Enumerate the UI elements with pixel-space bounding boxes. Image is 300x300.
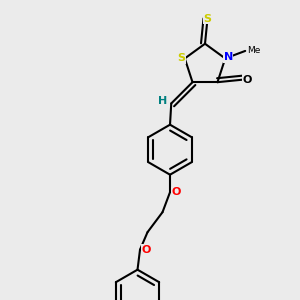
Text: H: H xyxy=(158,96,167,106)
Text: Me: Me xyxy=(247,46,261,56)
Text: N: N xyxy=(224,52,233,62)
Text: S: S xyxy=(177,53,185,63)
Text: O: O xyxy=(141,245,151,255)
Text: O: O xyxy=(243,75,252,85)
Text: S: S xyxy=(203,14,211,24)
Text: O: O xyxy=(171,187,181,197)
